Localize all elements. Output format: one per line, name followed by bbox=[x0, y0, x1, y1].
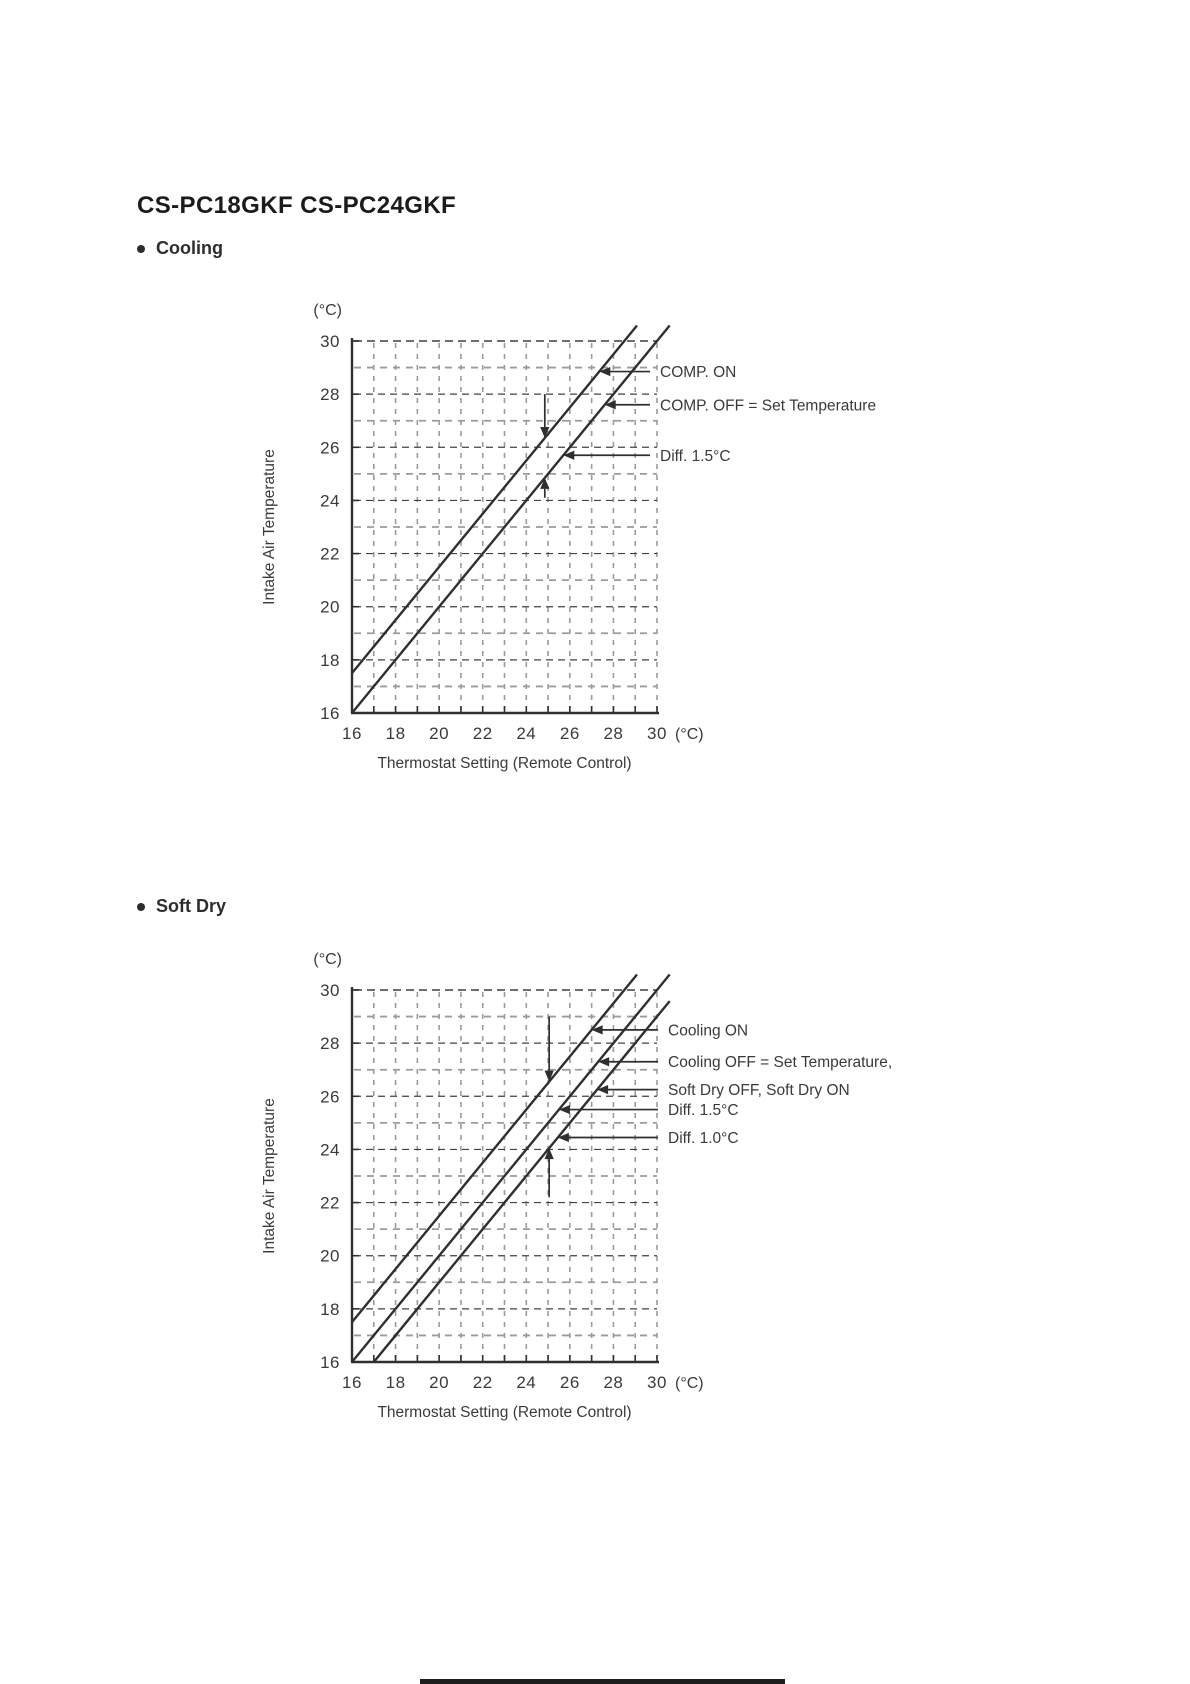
x-tick-label: 18 bbox=[386, 724, 406, 743]
y-tick-label: 22 bbox=[320, 1194, 340, 1213]
annotation-label: Diff. 1.0°C bbox=[668, 1130, 739, 1147]
series-line-1 bbox=[351, 324, 671, 714]
x-axis-unit-label: (°C) bbox=[675, 1375, 704, 1392]
annotation-arrow-icon bbox=[598, 1057, 610, 1067]
y-tick-label: 26 bbox=[320, 438, 340, 457]
x-tick-label: 24 bbox=[516, 1373, 536, 1392]
x-tick-label: 28 bbox=[603, 724, 623, 743]
x-tick-label: 16 bbox=[342, 724, 362, 743]
y-tick-label: 24 bbox=[320, 1140, 340, 1159]
y-axis-unit-label: (°C) bbox=[313, 951, 342, 968]
series-line-0 bbox=[351, 973, 638, 1323]
x-tick-label: 24 bbox=[516, 724, 536, 743]
x-tick-label: 22 bbox=[473, 1373, 493, 1392]
x-tick-label: 16 bbox=[342, 1373, 362, 1392]
annotation-label: Cooling OFF = Set Temperature, bbox=[668, 1054, 892, 1071]
x-tick-label: 28 bbox=[603, 1373, 623, 1392]
annotation-arrow-icon bbox=[558, 1104, 570, 1115]
y-tick-label: 22 bbox=[320, 545, 340, 564]
y-tick-label: 28 bbox=[320, 385, 340, 404]
x-tick-label: 30 bbox=[647, 1373, 667, 1392]
annotation-label: Diff. 1.5°C bbox=[660, 448, 731, 465]
y-tick-label: 20 bbox=[320, 1247, 340, 1266]
series-line-0 bbox=[351, 324, 638, 674]
diff-marker-arrow-icon bbox=[540, 426, 550, 438]
annotation-label: Cooling ON bbox=[668, 1022, 748, 1039]
section-label: Cooling bbox=[156, 238, 223, 258]
diff-marker-arrow-icon bbox=[544, 1070, 554, 1082]
y-axis-title: Intake Air Temperature bbox=[261, 449, 278, 605]
annotation-arrow-icon bbox=[591, 1025, 603, 1035]
annotation-label: Soft Dry OFF, Soft Dry ON bbox=[668, 1082, 850, 1099]
section-label: Soft Dry bbox=[156, 896, 227, 916]
series-line-2 bbox=[372, 1000, 671, 1363]
annotation-arrow-icon bbox=[597, 1085, 609, 1095]
cooling-chart: COMP. ON COMP. OFF = Set Temperature Diff.… bbox=[200, 263, 1050, 813]
y-tick-label: 30 bbox=[320, 981, 340, 1000]
bullet-icon bbox=[137, 244, 145, 253]
bullet-icon bbox=[137, 902, 145, 911]
x-tick-label: 20 bbox=[429, 1373, 449, 1392]
section-heading-cooling: Cooling bbox=[137, 238, 223, 259]
x-axis-title: Thermostat Setting (Remote Control) bbox=[377, 1404, 631, 1421]
diff-marker-arrow-icon bbox=[540, 477, 550, 489]
x-axis-title: Thermostat Setting (Remote Control) bbox=[377, 755, 631, 772]
annotation-arrow-icon bbox=[599, 366, 611, 377]
y-tick-label: 16 bbox=[320, 1353, 340, 1372]
annotation-arrow-icon bbox=[604, 400, 616, 410]
x-tick-label: 20 bbox=[429, 724, 449, 743]
diff-marker-arrow-icon bbox=[544, 1148, 554, 1160]
y-tick-label: 18 bbox=[320, 1300, 340, 1319]
y-tick-label: 18 bbox=[320, 651, 340, 670]
section-heading-soft-dry: Soft Dry bbox=[137, 896, 226, 917]
y-axis-unit-label: (°C) bbox=[313, 302, 342, 319]
x-tick-label: 26 bbox=[560, 724, 580, 743]
series-line-1 bbox=[351, 973, 671, 1363]
x-tick-label: 18 bbox=[386, 1373, 406, 1392]
chart-svg: COMP. ON COMP. OFF = Set Temperature Diff.… bbox=[261, 302, 876, 772]
x-axis-unit-label: (°C) bbox=[675, 726, 704, 743]
annotation-label: COMP. ON bbox=[660, 364, 736, 381]
page-bottom-scan-artifact bbox=[420, 1679, 785, 1684]
chart-svg: Cooling ON Cooling OFF = Set Temperature,… bbox=[261, 951, 892, 1421]
page-title: CS-PC18GKF CS-PC24GKF bbox=[137, 192, 457, 219]
soft-dry-chart: Cooling ON Cooling OFF = Set Temperature,… bbox=[200, 912, 1050, 1477]
x-tick-label: 22 bbox=[473, 724, 493, 743]
annotation-arrow-icon bbox=[563, 450, 575, 460]
y-tick-label: 20 bbox=[320, 598, 340, 617]
y-tick-label: 26 bbox=[320, 1087, 340, 1106]
y-tick-label: 30 bbox=[320, 332, 340, 351]
annotation-arrow-icon bbox=[557, 1132, 569, 1143]
y-axis-title: Intake Air Temperature bbox=[261, 1098, 278, 1254]
annotation-label: Diff. 1.5°C bbox=[668, 1102, 739, 1119]
x-tick-label: 26 bbox=[560, 1373, 580, 1392]
y-tick-label: 24 bbox=[320, 491, 340, 510]
x-tick-label: 30 bbox=[647, 724, 667, 743]
y-tick-label: 16 bbox=[320, 704, 340, 723]
annotation-label: COMP. OFF = Set Temperature bbox=[660, 397, 876, 414]
y-tick-label: 28 bbox=[320, 1034, 340, 1053]
